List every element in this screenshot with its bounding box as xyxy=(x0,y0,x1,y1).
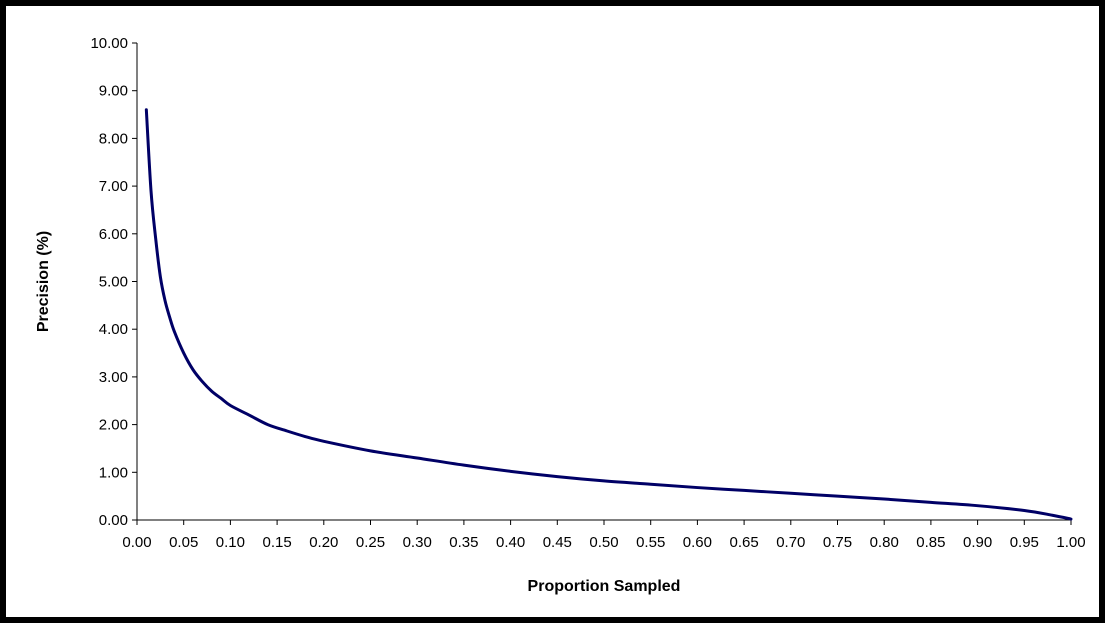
y-tick-label: 3.00 xyxy=(99,369,128,386)
x-tick-label: 0.35 xyxy=(449,534,478,551)
chart-frame: 0.00 1.00 2.00 3.00 4.00 5.00 6.00 7.00 8.00 9.00… xyxy=(6,6,1099,617)
x-tick-label: 0.70 xyxy=(776,534,805,551)
y-tick-label: 7.00 xyxy=(99,178,128,195)
x-tick-label: 0.95 xyxy=(1010,534,1039,551)
x-tick-label: 0.05 xyxy=(169,534,198,551)
x-tick-label: 0.80 xyxy=(870,534,899,551)
x-axis-title: Proportion Sampled xyxy=(528,578,681,595)
y-tick-label: 6.00 xyxy=(99,226,128,243)
x-tick-label: 0.40 xyxy=(496,534,525,551)
x-tick-label: 0.30 xyxy=(403,534,432,551)
y-tick-label: 5.00 xyxy=(99,274,128,291)
x-tick-label: 0.60 xyxy=(683,534,712,551)
y-tick-label: 1.00 xyxy=(99,464,128,481)
series-line xyxy=(144,108,1073,521)
x-tick-label: 0.85 xyxy=(916,534,945,551)
x-tick-label: 0.25 xyxy=(356,534,385,551)
y-axis-title: Precision (%) xyxy=(35,231,52,332)
y-tick-label: 0.00 xyxy=(99,512,128,529)
x-tick-label: 0.20 xyxy=(309,534,338,551)
x-tick-label: 0.45 xyxy=(543,534,572,551)
y-tick-label: 10.00 xyxy=(90,35,128,52)
x-tick-label: 0.75 xyxy=(823,534,852,551)
x-tick-label: 0.10 xyxy=(216,534,245,551)
y-tick-label: 8.00 xyxy=(99,130,128,147)
y-tick-label: 4.00 xyxy=(99,321,128,338)
x-axis-ticks: 0.00 0.05 0.10 0.15 0.20 0.25 0.30 0.35 0.40 0.45… xyxy=(122,520,1086,551)
y-axis-ticks: 0.00 1.00 2.00 3.00 4.00 5.00 6.00 7.00 8.00 9.00… xyxy=(90,35,137,529)
y-tick-label: 2.00 xyxy=(99,417,128,434)
x-tick-label: 0.90 xyxy=(963,534,992,551)
x-tick-label: 0.50 xyxy=(589,534,618,551)
y-tick-label: 9.00 xyxy=(99,83,128,100)
x-tick-label: 0.00 xyxy=(122,534,151,551)
x-tick-label: 0.15 xyxy=(262,534,291,551)
series-layer xyxy=(144,108,1073,521)
x-tick-label: 0.55 xyxy=(636,534,665,551)
line-chart: 0.00 1.00 2.00 3.00 4.00 5.00 6.00 7.00 8.00 9.00… xyxy=(35,35,1086,595)
x-tick-label: 1.00 xyxy=(1056,534,1085,551)
x-tick-label: 0.65 xyxy=(729,534,758,551)
